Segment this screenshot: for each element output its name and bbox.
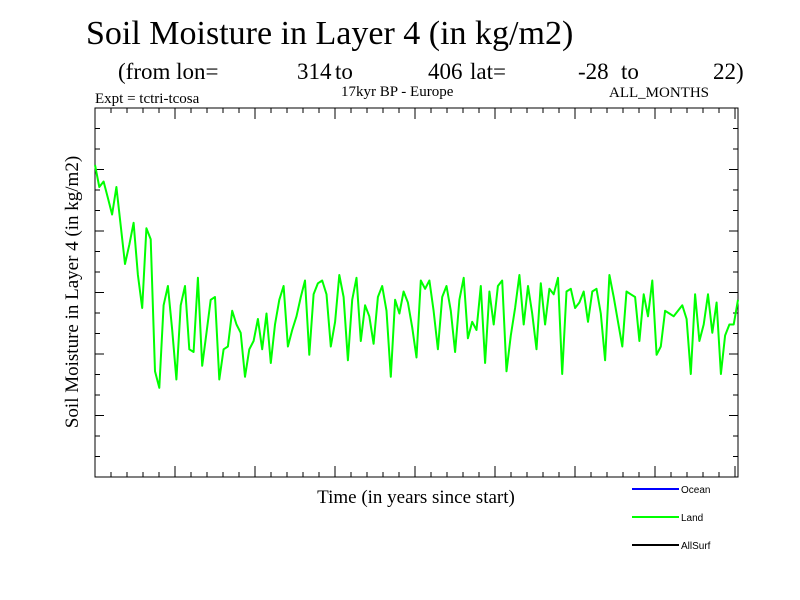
lat-start-value: -28	[578, 59, 609, 84]
lat-end-value: 22)	[713, 59, 744, 84]
x-axis-ticks	[94, 108, 736, 477]
months-label: ALL_MONTHS	[609, 85, 709, 101]
series-line-land	[94, 164, 739, 389]
lat-label: lat=	[470, 59, 506, 84]
y-axis-label: Soil Moisture in Layer 4 (in kg/m2)	[62, 156, 83, 428]
legend-label-allsurf: AllSurf	[681, 541, 711, 552]
experiment-label: Expt = tctri-tcosa	[95, 91, 200, 107]
legend-label-land: Land	[681, 513, 703, 524]
legend-label-ocean: Ocean	[681, 485, 710, 496]
x-axis-label: Time (in years since start)	[317, 487, 515, 508]
legend: Ocean Land AllSurf	[632, 485, 711, 552]
to-label-lat: to	[621, 59, 639, 84]
y-axis-ticks	[95, 107, 738, 478]
plot-frame	[94, 107, 739, 478]
lon-start-value: 314	[297, 59, 332, 84]
lon-end-value: 406	[428, 59, 463, 84]
chart-title: Soil Moisture in Layer 4 (in kg/m2)	[86, 15, 574, 52]
period-region-label: 17kyr BP - Europe	[341, 84, 454, 100]
from-lon-label: (from lon=	[118, 59, 219, 84]
to-label-lon: to	[335, 59, 353, 84]
